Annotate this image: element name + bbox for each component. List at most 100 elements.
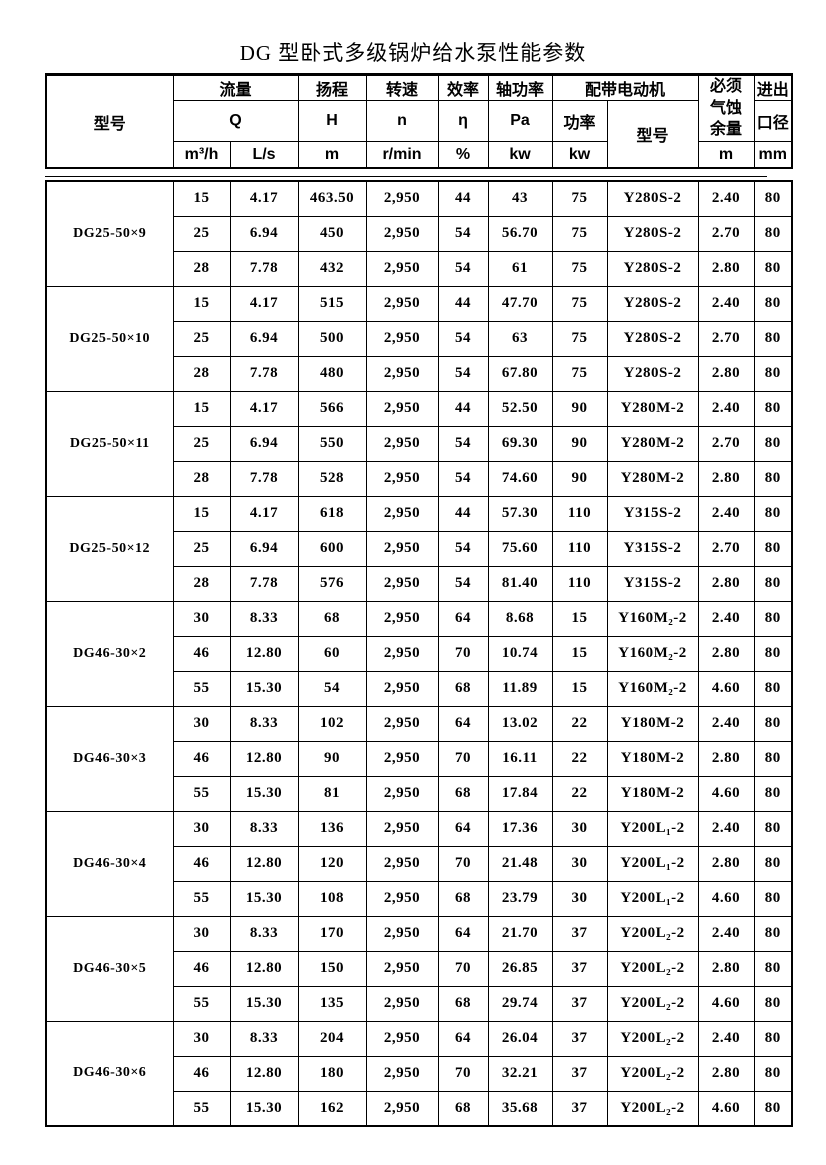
table-row: 46 12.80 60 2,950 70 10.74 15 Y160M₂-2 2.80 80 bbox=[46, 635, 793, 672]
table-row: DG46-30×3 30 8.33 102 2,950 64 13.02 22 Y180M-2 2… bbox=[45, 705, 793, 812]
speed-cell: 2,950 bbox=[365, 565, 439, 602]
npsh-cell: 2.80 bbox=[697, 355, 755, 392]
motor-model-cell: Y280S-2 bbox=[606, 320, 699, 357]
motor-power-cell: 30 bbox=[551, 880, 608, 917]
port-cell: 80 bbox=[753, 950, 793, 987]
table-row: 25 6.94 600 2,950 54 75.60 110 Y315S-2 2.70 80 bbox=[46, 530, 793, 567]
motor-model-cell: Y180M-2 bbox=[606, 705, 699, 742]
motor-power-cell: 37 bbox=[551, 1055, 608, 1092]
efficiency-cell: 68 bbox=[437, 775, 489, 812]
speed-cell: 2,950 bbox=[365, 1055, 439, 1092]
port-cell: 80 bbox=[753, 565, 793, 602]
flow-m3h-cell: 46 bbox=[172, 740, 231, 777]
efficiency-cell: 70 bbox=[437, 1055, 489, 1092]
port-cell: 80 bbox=[753, 320, 793, 357]
speed-cell: 2,950 bbox=[365, 775, 439, 812]
efficiency-cell: 68 bbox=[437, 1090, 489, 1127]
port-cell: 80 bbox=[753, 180, 793, 217]
motor-power-cell: 22 bbox=[551, 775, 608, 812]
npsh-cell: 2.80 bbox=[697, 950, 755, 987]
port-cell: 80 bbox=[753, 670, 793, 707]
pump-model-cell: DG25-50×11 bbox=[45, 390, 174, 497]
port-cell: 80 bbox=[753, 1090, 793, 1127]
efficiency-cell: 54 bbox=[437, 425, 489, 462]
col-header-head: 扬程 bbox=[297, 74, 367, 101]
flow-ls-cell: 7.78 bbox=[229, 250, 299, 287]
efficiency-cell: 54 bbox=[437, 215, 489, 252]
col-header-efficiency: 效率 bbox=[437, 74, 489, 101]
efficiency-cell: 64 bbox=[437, 1020, 489, 1057]
port-cell: 80 bbox=[753, 985, 793, 1022]
efficiency-cell: 70 bbox=[437, 845, 489, 882]
table-row: DG46-30×2 30 8.33 68 2,950 64 8.68 15 Y160M₂-2 2.… bbox=[45, 600, 793, 707]
head-cell: 170 bbox=[297, 915, 367, 952]
head-unit: m bbox=[297, 140, 367, 169]
flow-m3h-cell: 25 bbox=[172, 320, 231, 357]
port-cell: 80 bbox=[753, 1055, 793, 1092]
motor-power-cell: 37 bbox=[551, 915, 608, 952]
pump-model-cell: DG25-50×10 bbox=[45, 285, 174, 392]
motor-power-unit: kw bbox=[551, 140, 608, 169]
table-row: 46 12.80 180 2,950 70 32.21 37 Y200L₂-2 2.80 80 bbox=[46, 1055, 793, 1092]
motor-power-cell: 110 bbox=[551, 530, 608, 567]
head-cell: 450 bbox=[297, 215, 367, 252]
head-cell: 500 bbox=[297, 320, 367, 357]
motor-model-cell: Y200L₂-2 bbox=[606, 1020, 699, 1057]
flow-m3h-cell: 30 bbox=[172, 705, 231, 742]
npsh-cell: 2.40 bbox=[697, 705, 755, 742]
flow-ls-cell: 6.94 bbox=[229, 530, 299, 567]
shaft-power-cell: 56.70 bbox=[487, 215, 553, 252]
npsh-cell: 2.40 bbox=[697, 495, 755, 532]
pump-model-cell: DG25-50×12 bbox=[45, 495, 174, 602]
speed-cell: 2,950 bbox=[365, 530, 439, 567]
head-cell: 515 bbox=[297, 285, 367, 322]
flow-ls-cell: 7.78 bbox=[229, 355, 299, 392]
port-cell: 80 bbox=[753, 355, 793, 392]
flow-ls-cell: 8.33 bbox=[229, 810, 299, 847]
head-cell: 135 bbox=[297, 985, 367, 1022]
speed-cell: 2,950 bbox=[365, 250, 439, 287]
efficiency-cell: 54 bbox=[437, 320, 489, 357]
npsh-cell: 2.40 bbox=[697, 810, 755, 847]
motor-model-cell: Y280M-2 bbox=[606, 460, 699, 497]
efficiency-cell: 54 bbox=[437, 250, 489, 287]
npsh-cell: 2.40 bbox=[697, 1020, 755, 1057]
flow-m3h-cell: 46 bbox=[172, 1055, 231, 1092]
npsh-cell: 2.40 bbox=[697, 180, 755, 217]
shaft-power-cell: 17.84 bbox=[487, 775, 553, 812]
npsh-cell: 2.70 bbox=[697, 320, 755, 357]
speed-cell: 2,950 bbox=[365, 495, 439, 532]
port-cell: 80 bbox=[753, 530, 793, 567]
npsh-cell: 2.80 bbox=[697, 565, 755, 602]
motor-power-cell: 75 bbox=[551, 180, 608, 217]
flow-ls-cell: 15.30 bbox=[229, 985, 299, 1022]
head-cell: 81 bbox=[297, 775, 367, 812]
head-cell: 432 bbox=[297, 250, 367, 287]
efficiency-cell: 44 bbox=[437, 180, 489, 217]
shaft-power-cell: 23.79 bbox=[487, 880, 553, 917]
motor-power-cell: 30 bbox=[551, 810, 608, 847]
col-header-port-line2: 口径 bbox=[753, 100, 793, 142]
shaft-power-cell: 43 bbox=[487, 180, 553, 217]
flow-ls-cell: 12.80 bbox=[229, 950, 299, 987]
speed-cell: 2,950 bbox=[365, 320, 439, 357]
motor-power-cell: 37 bbox=[551, 985, 608, 1022]
speed-cell: 2,950 bbox=[365, 1090, 439, 1127]
table-row: 55 15.30 162 2,950 68 35.68 37 Y200L₂-2 4.60 80 bbox=[46, 1090, 793, 1127]
motor-power-cell: 37 bbox=[551, 1020, 608, 1057]
pump-model-cell: DG46-30×4 bbox=[45, 810, 174, 917]
npsh-cell: 2.80 bbox=[697, 635, 755, 672]
motor-model-cell: Y200L₂-2 bbox=[606, 1055, 699, 1092]
shaft-power-cell: 63 bbox=[487, 320, 553, 357]
shaft-power-cell: 21.48 bbox=[487, 845, 553, 882]
motor-model-cell: Y280S-2 bbox=[606, 355, 699, 392]
shaft-power-cell: 81.40 bbox=[487, 565, 553, 602]
table-row: DG46-30×6 30 8.33 204 2,950 64 26.04 37 Y200L₂-2… bbox=[45, 1020, 793, 1127]
motor-power-cell: 15 bbox=[551, 600, 608, 637]
shaft-power-cell: 21.70 bbox=[487, 915, 553, 952]
table-row: 55 15.30 108 2,950 68 23.79 30 Y200L₁-2 4.60 80 bbox=[46, 880, 793, 917]
flow-m3h-cell: 46 bbox=[172, 845, 231, 882]
efficiency-unit: % bbox=[437, 140, 489, 169]
flow-m3h-cell: 25 bbox=[172, 425, 231, 462]
pump-model-cell: DG46-30×3 bbox=[45, 705, 174, 812]
